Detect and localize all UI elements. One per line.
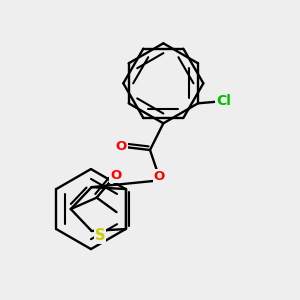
- Text: O: O: [110, 169, 122, 182]
- Text: Cl: Cl: [217, 94, 231, 108]
- Text: S: S: [95, 228, 105, 243]
- Text: O: O: [116, 140, 127, 154]
- Text: O: O: [154, 170, 165, 183]
